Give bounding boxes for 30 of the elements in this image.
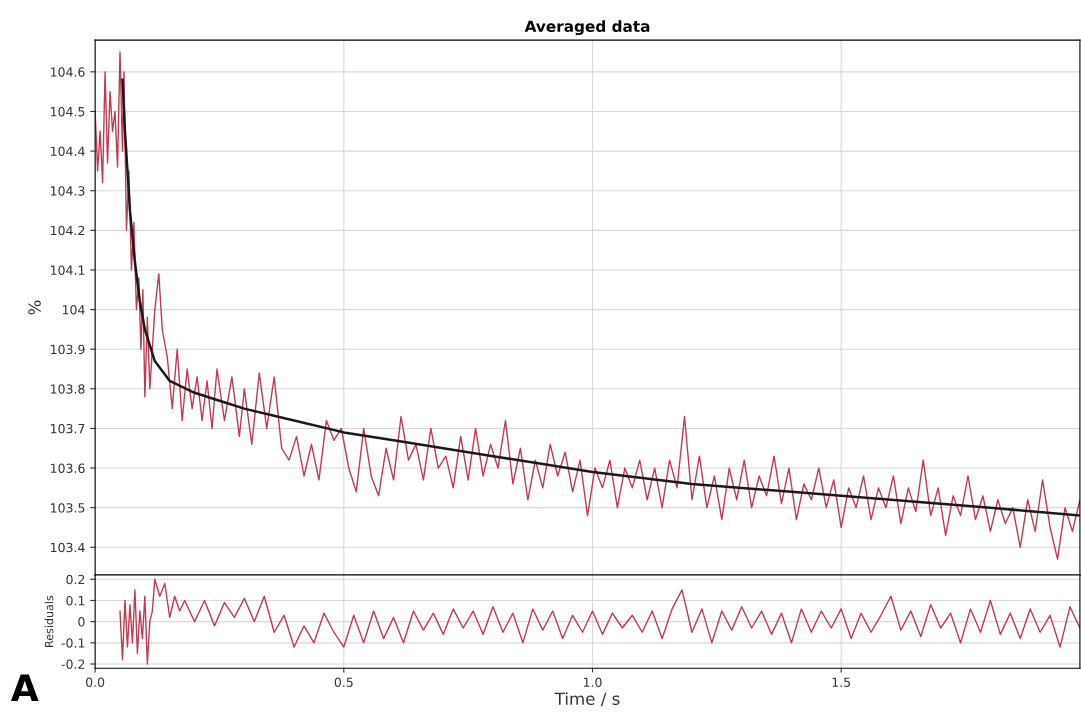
y-tick-label: 104.4	[50, 146, 85, 157]
y-tick-label: 103.5	[50, 503, 85, 513]
x-tick-label: 1.0	[583, 677, 602, 687]
y-tick-label: 103.7	[50, 423, 85, 434]
y-tick-label: 0.2	[66, 574, 85, 585]
y-tick-label: 103.9	[50, 344, 85, 355]
y-tick-label: -0.1	[61, 638, 85, 648]
y-tick-label: 0.1	[66, 595, 85, 606]
x-tick-label: 0.5	[334, 677, 353, 687]
y-axis-title: %	[28, 300, 41, 315]
y-tick-label: 104.6	[50, 67, 85, 77]
y-tick-label: 104.2	[50, 225, 85, 236]
y-tick-label: 103.6	[50, 463, 85, 473]
chart-title: Averaged data	[524, 20, 650, 36]
y-tick-label: -0.2	[61, 659, 85, 669]
y-tick-label: 104.1	[50, 265, 85, 275]
text: A	[10, 674, 39, 701]
y-tick-label: 104.3	[50, 186, 85, 196]
y-tick-label: 104.5	[50, 106, 85, 117]
x-tick-label: 0.0	[86, 677, 105, 687]
y-tick-label: 103.8	[50, 384, 85, 394]
y-tick-label: 103.4	[50, 542, 85, 553]
line-series	[95, 51, 1080, 560]
y-axis-title: Residuals	[44, 595, 54, 647]
y-tick-label: 104	[62, 305, 85, 315]
line-series	[119, 578, 1080, 665]
x-tick-label: 1.5	[832, 677, 851, 687]
x-axis-title: Time / s	[554, 692, 620, 707]
y-tick-label: 0	[78, 617, 85, 627]
line-series	[121, 78, 1080, 517]
